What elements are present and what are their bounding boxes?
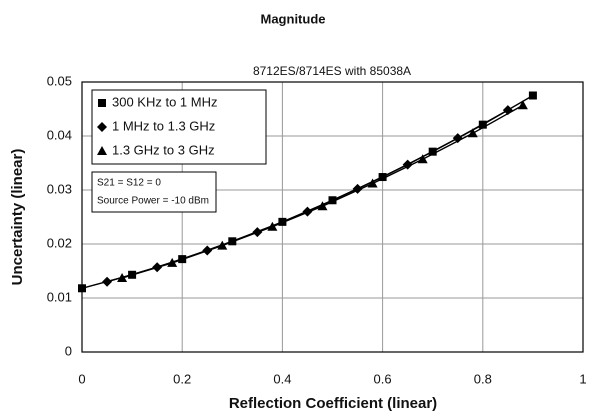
- x-tick-label: 0.8: [474, 371, 492, 386]
- legend-label: 1.3 GHz to 3 GHz: [112, 142, 215, 157]
- marker-triangle: [317, 201, 328, 211]
- y-tick-label: 0.04: [47, 127, 72, 142]
- y-tick-label: 0.01: [47, 289, 72, 304]
- annotation: S21 = S12 = 0: [97, 178, 161, 189]
- x-tick-label: 0.4: [273, 371, 291, 386]
- marker-diamond: [102, 276, 113, 287]
- marker-triangle: [97, 146, 107, 155]
- legend-box: [91, 89, 267, 165]
- marker-triangle: [517, 100, 528, 110]
- x-tick-label: 0: [78, 371, 85, 386]
- chart-title: Magnitude: [261, 11, 326, 26]
- marker-triangle: [117, 273, 128, 283]
- x-tick-label: 1: [579, 371, 586, 386]
- y-tick-label: 0.05: [47, 73, 72, 88]
- marker-diamond: [97, 122, 107, 132]
- marker-triangle: [467, 128, 478, 138]
- y-tick-label: 0.02: [47, 235, 72, 250]
- x-tick-label: 0.6: [374, 371, 392, 386]
- marker-square: [78, 284, 86, 293]
- y-tick-label: 0.03: [47, 181, 72, 196]
- chart-subtitle: 8712ES/8714ES with 85038A: [253, 64, 411, 78]
- annotation-box: [91, 171, 217, 213]
- y-tick-label: 0: [65, 343, 72, 358]
- plot-border: [81, 81, 584, 353]
- marker-diamond: [452, 133, 463, 144]
- legend-label: 1 MHz to 1.3 GHz: [112, 118, 215, 133]
- annotation: Source Power = -10 dBm: [97, 196, 209, 207]
- marker-triangle: [367, 178, 378, 188]
- marker-square: [528, 91, 537, 100]
- x-axis-label: Reflection Coefficient (linear): [229, 395, 437, 412]
- legend-label: 300 KHz to 1 MHz: [112, 94, 218, 109]
- x-tick-label: 0.2: [173, 371, 191, 386]
- marker-triangle: [217, 240, 228, 250]
- marker-square: [98, 99, 106, 107]
- marker-triangle: [167, 257, 178, 267]
- marker-triangle: [267, 221, 278, 231]
- marker-triangle: [417, 154, 428, 164]
- y-axis-label: Uncertainty (linear): [9, 149, 26, 286]
